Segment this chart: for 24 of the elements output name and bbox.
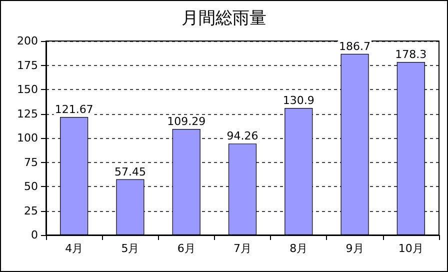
y-tick-label: 175 (17, 58, 38, 72)
y-tick-label: 200 (17, 34, 38, 48)
x-tick-label: 5月 (121, 242, 140, 255)
y-tick-label: 25 (24, 204, 38, 218)
x-tick-label: 7月 (234, 242, 252, 255)
y-tick-label: 150 (17, 83, 38, 96)
y-tick-label: 100 (17, 132, 38, 144)
data-label: 130.9 (282, 94, 314, 108)
x-tick-label: 4月 (65, 242, 84, 255)
data-label: 121.67 (54, 102, 94, 116)
data-label: 186.7 (339, 40, 371, 53)
data-label: 94.26 (226, 130, 258, 143)
y-tick-label: 50 (24, 180, 38, 193)
data-label: 178.3 (395, 48, 427, 62)
x-tick-label: 6月 (177, 242, 196, 255)
x-tick-label: 8月 (290, 242, 308, 255)
data-label: 109.29 (167, 114, 206, 128)
y-tick-label: 0 (31, 228, 38, 242)
x-tick-label: 9月 (346, 242, 364, 255)
y-tick-label: 125 (17, 107, 38, 120)
y-tick-label: 75 (24, 156, 38, 169)
data-label: 57.45 (114, 165, 146, 178)
x-tick-label: 10月 (398, 242, 424, 255)
chart-title: 月間総雨量 (182, 8, 266, 28)
